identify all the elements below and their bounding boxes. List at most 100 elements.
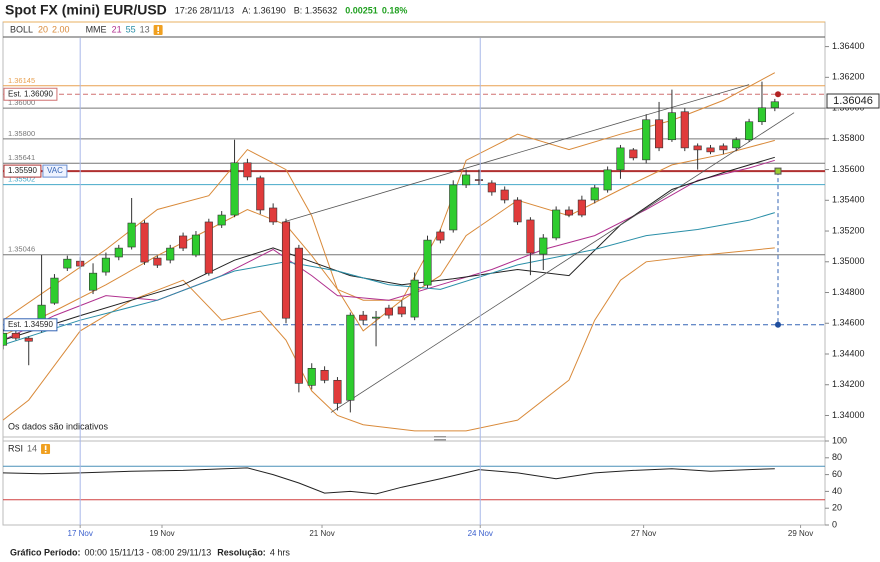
y-tick-label: 1.34200 <box>832 379 865 389</box>
candle-body <box>204 221 213 274</box>
rsi-pane <box>3 465 825 501</box>
level-marker <box>775 321 781 328</box>
candle-body <box>680 111 689 149</box>
candle-body <box>552 209 561 239</box>
indicator-line <box>3 139 775 337</box>
candle-body <box>590 187 599 201</box>
candle-body <box>474 179 484 181</box>
candle-body <box>320 369 329 381</box>
y-tick-label: 1.35200 <box>832 225 865 235</box>
y-tick-label: 1.36400 <box>832 41 865 51</box>
candle-body <box>397 306 406 315</box>
candle-body <box>629 149 638 159</box>
candle-body <box>384 307 393 316</box>
change: 0.00251 <box>345 5 378 15</box>
main-pane <box>3 72 825 432</box>
legend-param: 13 <box>140 24 150 34</box>
candle-body <box>410 279 419 318</box>
level-tag-box <box>42 164 68 178</box>
y-tick-label: 1.35400 <box>832 195 865 205</box>
candle-body <box>140 222 149 263</box>
level-box <box>3 164 42 178</box>
candle-body <box>500 189 509 201</box>
legend-param: 21 <box>112 24 122 34</box>
candle-body <box>732 139 741 149</box>
candle-body <box>114 247 123 258</box>
candle-body <box>166 247 175 261</box>
warning-icon-dot <box>44 451 47 453</box>
candle-body <box>191 234 201 256</box>
candle-body <box>603 169 612 191</box>
warning-icon-bar <box>157 26 160 31</box>
footer-label: Resolução: <box>217 547 266 557</box>
legend-param: 55 <box>126 24 136 34</box>
x-tick-label: 29 Nov <box>788 529 813 538</box>
rsi-line <box>3 467 775 495</box>
footer-value: 00:00 15/11/13 - 08:00 29/11/13 <box>85 547 212 557</box>
candle-body <box>757 107 767 123</box>
level-marker <box>774 167 782 175</box>
candle-body <box>281 221 291 319</box>
rsi-title: RSI <box>8 443 23 453</box>
level-label: 1.35590 <box>8 166 37 175</box>
candle-body <box>577 199 586 216</box>
y-tick-label: 60 <box>832 469 842 479</box>
level-label: 1.35800 <box>8 129 35 138</box>
candle-body <box>88 272 98 291</box>
bid: B: 1.35632 <box>294 5 338 15</box>
candle-body <box>230 162 239 216</box>
time: 17:26 28/11/13 <box>175 5 234 15</box>
x-tick-label: 27 Nov <box>631 529 656 538</box>
y-tick-label: 1.35000 <box>832 256 865 266</box>
level-marker <box>775 91 781 98</box>
candle-body <box>539 237 548 255</box>
level-tag: VAC <box>47 166 63 175</box>
y-tick-label: 40 <box>832 486 842 496</box>
candle-body <box>770 101 779 109</box>
candle-body <box>372 316 381 319</box>
candle-body <box>513 199 522 223</box>
footer-value: 4 hrs <box>270 547 291 557</box>
candle-body <box>243 162 252 178</box>
drag-handle[interactable] <box>434 439 446 441</box>
candle-body <box>462 174 471 186</box>
level-box <box>3 87 58 101</box>
y-tick-label: 1.35800 <box>832 133 865 143</box>
candle-body <box>333 379 342 404</box>
level-label: 1.36145 <box>8 76 35 85</box>
candle-body <box>307 367 316 386</box>
level-label: 1.35502 <box>8 175 35 184</box>
candle-body <box>423 239 432 286</box>
level-label: 1.35046 <box>8 245 35 254</box>
last-value-label: 1.36046 <box>833 95 873 107</box>
candle-body <box>179 235 188 249</box>
y-tick-label: 1.34400 <box>832 348 865 358</box>
candle-body <box>127 222 136 248</box>
y-tick-label: 1.34600 <box>832 318 865 328</box>
candle-body <box>346 314 355 401</box>
legend-param: 2.00 <box>52 24 70 34</box>
candle-body <box>564 209 574 216</box>
candle-body <box>101 257 110 273</box>
x-tick-label: 24 Nov <box>468 529 493 538</box>
y-tick-label: 1.35600 <box>832 164 865 174</box>
drag-handle[interactable] <box>434 436 446 438</box>
candle-body <box>269 207 278 223</box>
candle-body <box>487 182 496 193</box>
x-tick-label: 19 Nov <box>149 529 174 538</box>
note: Os dados são indicativos <box>8 421 109 431</box>
candle-body <box>24 337 33 342</box>
level-box <box>3 318 58 332</box>
y-tick-label: 20 <box>832 503 842 513</box>
candle-body <box>526 219 535 254</box>
ask: A: 1.36190 <box>242 5 286 15</box>
indicator-line <box>3 159 775 341</box>
candle-body <box>359 314 368 321</box>
candle-body <box>153 257 162 266</box>
candle-body <box>3 332 8 346</box>
indicator-line <box>3 72 776 332</box>
level-label: Est. 1.34590 <box>8 320 53 329</box>
warning-icon-bar <box>44 445 47 450</box>
candle-body <box>642 119 651 161</box>
candle-body <box>706 147 715 153</box>
